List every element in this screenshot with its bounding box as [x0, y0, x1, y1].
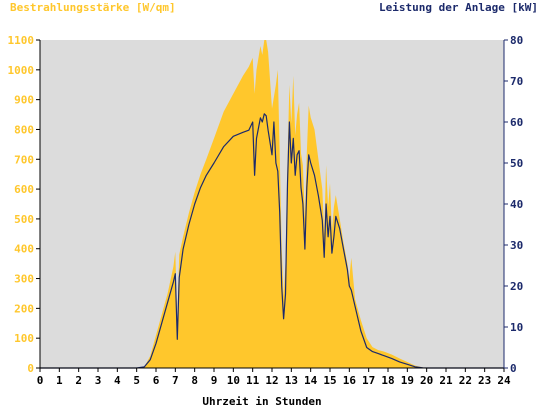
x-tick-label: 18 — [381, 374, 394, 387]
x-tick-label: 12 — [265, 374, 278, 387]
right-tick-label: 30 — [510, 239, 523, 252]
x-tick-label: 2 — [75, 374, 82, 387]
power-line — [40, 113, 504, 369]
x-tick-label: 7 — [172, 374, 179, 387]
right-axis-title: Leistung der Anlage [kW] — [379, 1, 538, 14]
x-tick-label: 20 — [420, 374, 433, 387]
x-tick-label: 22 — [459, 374, 472, 387]
x-tick-label: 24 — [497, 374, 511, 387]
left-tick-label: 700 — [14, 153, 34, 166]
left-tick-label: 1100 — [8, 34, 35, 47]
series-layer — [40, 40, 504, 369]
right-tick-label: 0 — [510, 362, 517, 375]
left-tick-label: 900 — [14, 94, 34, 107]
x-tick-label: 5 — [133, 374, 140, 387]
left-tick-label: 600 — [14, 183, 34, 196]
x-tick-label: 10 — [227, 374, 240, 387]
right-tick-label: 40 — [510, 198, 523, 211]
right-tick-label: 20 — [510, 280, 523, 293]
x-tick-label: 23 — [478, 374, 491, 387]
right-tick-label: 50 — [510, 157, 523, 170]
x-tick-label: 19 — [401, 374, 414, 387]
tick-label-layer: 0 1 2 3 4 5 6 7 8 9 10 11 12 13 14 15 16 17 18 19 20 21 22 23 24… — [8, 34, 524, 387]
x-tick-label: 11 — [246, 374, 260, 387]
left-tick-label: 0 — [27, 362, 34, 375]
x-tick-label: 3 — [95, 374, 102, 387]
left-tick-label: 300 — [14, 273, 34, 286]
left-tick-label: 1000 — [8, 64, 35, 77]
x-tick-label: 8 — [191, 374, 198, 387]
x-tick-label: 16 — [343, 374, 357, 387]
x-tick-label: 17 — [362, 374, 375, 387]
x-tick-label: 6 — [153, 374, 160, 387]
x-tick-label: 1 — [56, 374, 63, 387]
x-tick-label: 21 — [439, 374, 453, 387]
left-axis-title: Bestrahlungsstärke [W/qm] — [10, 1, 176, 14]
left-tick-label: 500 — [14, 213, 34, 226]
x-tick-label: 15 — [323, 374, 336, 387]
right-tick-label: 10 — [510, 321, 523, 334]
left-tick-label: 800 — [14, 123, 34, 136]
right-tick-label: 70 — [510, 75, 523, 88]
x-tick-label: 14 — [304, 374, 318, 387]
right-tick-label: 80 — [510, 34, 523, 47]
x-tick-label: 13 — [285, 374, 298, 387]
left-tick-label: 400 — [14, 243, 34, 256]
x-tick-label: 0 — [37, 374, 44, 387]
irradiance-area — [40, 40, 504, 368]
left-tick-label: 100 — [14, 332, 34, 345]
right-tick-label: 60 — [510, 116, 523, 129]
left-tick-label: 200 — [14, 302, 34, 315]
x-tick-label: 4 — [114, 374, 121, 387]
x-tick-label: 9 — [211, 374, 218, 387]
x-axis-title: Uhrzeit in Stunden — [202, 395, 321, 408]
